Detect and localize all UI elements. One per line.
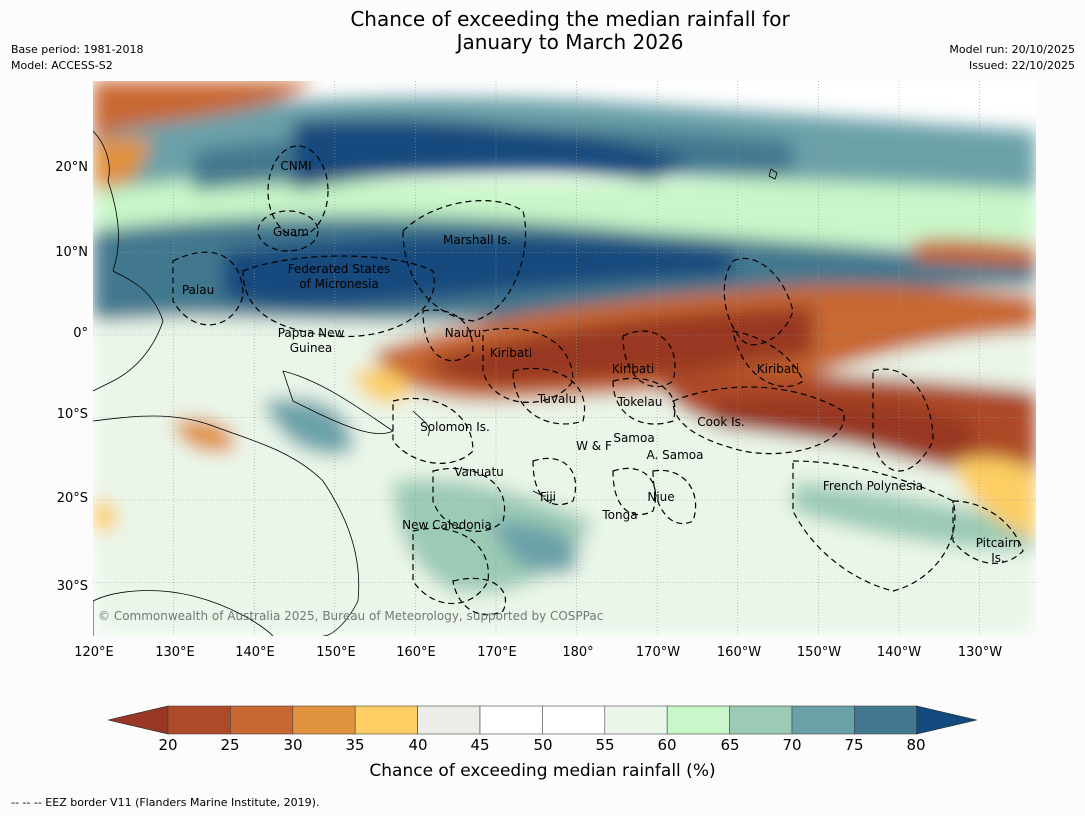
model-run: Model run: 20/10/2025 — [949, 43, 1075, 56]
label-kiribati-east: Kiribati — [756, 362, 800, 376]
colorbar-tick: 45 — [470, 736, 490, 754]
colorbar-tick: 55 — [595, 736, 615, 754]
label-cnmi: CNMI — [280, 159, 312, 173]
label-tonga: Tonga — [602, 508, 638, 522]
label-pitcairn-line-1: Pitcairn — [975, 536, 1021, 550]
colorbar-tick: 40 — [408, 736, 428, 754]
colorbar-tick: 65 — [720, 736, 740, 754]
colorbar-tick: 35 — [345, 736, 365, 754]
colorbar-segment — [417, 705, 481, 735]
colorbar — [107, 705, 978, 739]
colorbar-tick: 30 — [283, 736, 303, 754]
label-fsm-line-1: Federated States — [287, 262, 391, 276]
label-french-polynesia: French Polynesia — [822, 479, 924, 493]
colorbar-segment — [354, 705, 418, 735]
label-marshall-islands: Marshall Is. — [443, 233, 511, 247]
base-period: Base period: 1981-2018 — [11, 43, 144, 56]
lat-label-20s: 20°S — [56, 491, 88, 506]
label-png-line-1: Papua New — [277, 326, 345, 340]
colorbar-segment — [292, 705, 356, 735]
title-line-2: January to March 2026 — [456, 30, 684, 54]
colorbar-segment — [604, 705, 668, 735]
colorbar-label: Chance of exceeding median rainfall (%) — [369, 761, 716, 781]
meta-left: Base period: 1981-2018 Model: ACCESS-S2 — [11, 42, 143, 74]
colorbar-tick: 80 — [906, 736, 926, 754]
colorbar-tick: 50 — [533, 736, 553, 754]
label-american-samoa: A. Samoa — [646, 448, 704, 462]
label-samoa: Samoa — [613, 431, 655, 445]
lat-label-20n: 20°N — [55, 160, 88, 175]
label-fiji: Fiji — [539, 490, 557, 504]
lon-label-120e: 120°E — [74, 645, 114, 660]
label-fsm-line-2: of Micronesia — [299, 277, 379, 291]
label-kiribati-west: Kiribati — [489, 346, 533, 360]
colorbar-segment — [479, 705, 543, 735]
colorbar-under-arrow — [107, 705, 169, 735]
lon-label-170e: 170°E — [477, 645, 517, 660]
graticule — [93, 81, 1036, 636]
label-vanuatu: Vanuatu — [454, 465, 504, 479]
label-cook-islands: Cook Is. — [697, 415, 745, 429]
label-tuvalu: Tuvalu — [537, 392, 577, 406]
lon-label-180: 180° — [562, 645, 594, 660]
label-png-line-2: Guinea — [289, 341, 333, 355]
label-solomon-islands: Solomon Is. — [420, 420, 490, 434]
colorbar-tick: 20 — [158, 736, 178, 754]
label-kiribati-central: Kiribati — [611, 362, 655, 376]
label-guam: Guam — [273, 225, 309, 239]
rainfall-field — [93, 81, 1036, 636]
title-line-1: Chance of exceeding the median rainfall … — [350, 7, 790, 31]
lon-label-150e: 150°E — [316, 645, 356, 660]
label-palau: Palau — [181, 283, 215, 297]
lat-label-10n: 10°N — [55, 245, 88, 260]
issue-date: Issued: 22/10/2025 — [968, 59, 1075, 72]
colorbar-segment — [791, 705, 855, 735]
colorbar-segment — [542, 705, 606, 735]
lon-label-140w: 140°W — [876, 645, 922, 660]
lon-label-150w: 150°W — [796, 645, 842, 660]
copyright-notice: © Commonwealth of Australia 2025, Bureau… — [98, 609, 604, 623]
colorbar-over-arrow — [916, 705, 977, 735]
label-pitcairn-line-2: Is. — [991, 551, 1005, 565]
model-name: Model: ACCESS-S2 — [11, 59, 113, 72]
colorbar-segment — [666, 705, 730, 735]
eez-legend-footer: -- -- -- EEZ border V11 (Flanders Marine… — [11, 796, 320, 809]
lon-label-130w: 130°W — [957, 645, 1003, 660]
label-niue: Niue — [647, 490, 675, 504]
lat-label-10s: 10°S — [56, 407, 88, 422]
colorbar-segment — [167, 705, 231, 735]
colorbar-graphic — [107, 705, 977, 735]
map-canvas — [93, 81, 1036, 636]
lon-label-130e: 130°E — [155, 645, 195, 660]
lat-label-equator: 0° — [73, 326, 88, 341]
eez-borders — [172, 145, 1024, 616]
label-tokelau: Tokelau — [617, 395, 663, 409]
coastlines — [93, 130, 778, 636]
lon-label-170w: 170°W — [635, 645, 681, 660]
colorbar-tick: 60 — [657, 736, 677, 754]
label-new-caledonia: New Caledonia — [402, 518, 492, 532]
colorbar-segment — [854, 705, 918, 735]
colorbar-segment — [230, 705, 294, 735]
colorbar-tick: 25 — [220, 736, 240, 754]
map-title: Chance of exceeding the median rainfall … — [0, 8, 1085, 54]
label-nauru: Nauru — [444, 326, 482, 340]
colorbar-tick: 75 — [844, 736, 864, 754]
lon-label-160w: 160°W — [716, 645, 762, 660]
colorbar-tick: 70 — [782, 736, 802, 754]
meta-right: Model run: 20/10/2025 Issued: 22/10/2025 — [949, 42, 1075, 74]
colorbar-segment — [729, 705, 793, 735]
lon-label-140e: 140°E — [235, 645, 275, 660]
lat-label-30s: 30°S — [56, 579, 88, 594]
lon-label-160e: 160°E — [396, 645, 436, 660]
label-wallis-futuna: W & F — [576, 439, 612, 453]
rainfall-map[interactable]: CNMI Guam Marshall Is. Federated States … — [93, 81, 1036, 636]
